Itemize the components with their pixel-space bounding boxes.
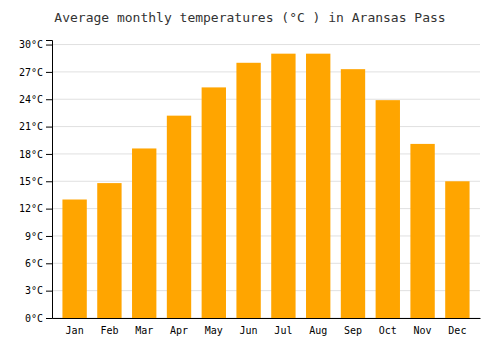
y-tick: 6°C (25, 258, 52, 269)
x-tick: Jul (274, 325, 292, 336)
bar (62, 200, 86, 318)
bar (445, 181, 469, 318)
bar (236, 63, 260, 318)
bar (376, 100, 400, 318)
x-tick: Sep (344, 325, 362, 336)
x-tick-label: Aug (309, 325, 327, 336)
x-tick: Apr (170, 325, 188, 336)
y-tick-label: 15°C (19, 176, 43, 187)
x-tick-label: Mar (135, 325, 153, 336)
y-tick: 3°C (25, 285, 52, 296)
y-tick: 30°C (19, 39, 52, 50)
bar (97, 183, 121, 318)
x-tick-label: Apr (170, 325, 188, 336)
y-tick: 0°C (25, 313, 52, 324)
y-tick-label: 0°C (25, 313, 43, 324)
x-tick-label: Sep (344, 325, 362, 336)
x-tick: Jan (66, 325, 84, 336)
bar (410, 144, 434, 318)
y-tick-mark (46, 181, 52, 182)
title: Average monthly temperatures (°C ) in Ar… (54, 10, 445, 25)
x-tick: Dec (448, 325, 466, 336)
chart: 0°C 3°C 6°C 9°C 12°C 15°C 18°C 21°C 24°C 27°C 30°C… (0, 0, 500, 350)
grid (52, 45, 480, 318)
y-tick-label: 30°C (19, 39, 43, 50)
y-tick-mark (46, 99, 52, 100)
y-tick: 24°C (19, 94, 52, 105)
bars (62, 54, 469, 318)
y-tick-label: 21°C (19, 121, 43, 132)
grid-line (52, 71, 480, 72)
y-tick-label: 6°C (25, 258, 43, 269)
y-tick-mark (46, 318, 52, 319)
y-tick-label: 12°C (19, 203, 43, 214)
bar (306, 54, 330, 318)
x-tick-label: Jul (274, 325, 292, 336)
y-tick-label: 9°C (25, 231, 43, 242)
y-tick: 9°C (25, 231, 52, 242)
x-tick-label: May (205, 325, 223, 336)
y-axis-line (46, 41, 53, 319)
y-tick-mark (46, 45, 52, 46)
x-tick: Feb (100, 325, 118, 336)
x-tick-label: Jan (66, 325, 84, 336)
grid-line (52, 126, 480, 127)
x-tick: Mar (135, 325, 153, 336)
x-axis-line (53, 318, 481, 319)
y-tick-mark (46, 263, 52, 264)
bar (341, 69, 365, 318)
y-tick-mark (46, 154, 52, 155)
y-tick-mark (46, 291, 52, 292)
y-tick-mark (46, 72, 52, 73)
x-tick-label: Dec (448, 325, 466, 336)
y-tick: 21°C (19, 121, 52, 132)
y-tick: 27°C (19, 67, 52, 78)
x-tick: Oct (379, 325, 397, 336)
y-tick: 15°C (19, 176, 52, 187)
x-tick: Aug (309, 325, 327, 336)
x-tick-label: Jun (240, 325, 258, 336)
y-tick-label: 27°C (19, 67, 43, 78)
bar (271, 54, 295, 318)
x-tick-label: Feb (100, 325, 118, 336)
x-tick: May (205, 325, 223, 336)
bar (132, 148, 156, 318)
y-tick-mark (46, 127, 52, 128)
x-tick-label: Nov (414, 325, 432, 336)
y-axis: 0°C 3°C 6°C 9°C 12°C 15°C 18°C 21°C 24°C 27°C 30°C (19, 39, 53, 323)
x-tick: Nov (414, 325, 432, 336)
bar (202, 87, 226, 318)
grid-line (52, 44, 480, 45)
bar (167, 116, 191, 318)
x-tick: Jun (240, 325, 258, 336)
y-tick-mark (46, 209, 52, 210)
plot: 0°C 3°C 6°C 9°C 12°C 15°C 18°C 21°C 24°C 27°C 30°C… (19, 39, 481, 336)
y-tick: 12°C (19, 203, 52, 214)
y-tick-label: 24°C (19, 94, 43, 105)
grid-line (52, 99, 480, 100)
x-axis: Jan Feb Mar Apr May Jun Jul Aug Sep Oct Nov Dec (53, 319, 481, 337)
y-tick-label: 3°C (25, 285, 43, 296)
x-tick-label: Oct (379, 325, 397, 336)
y-tick: 18°C (19, 149, 52, 160)
y-tick-label: 18°C (19, 149, 43, 160)
y-tick-mark (46, 236, 52, 237)
